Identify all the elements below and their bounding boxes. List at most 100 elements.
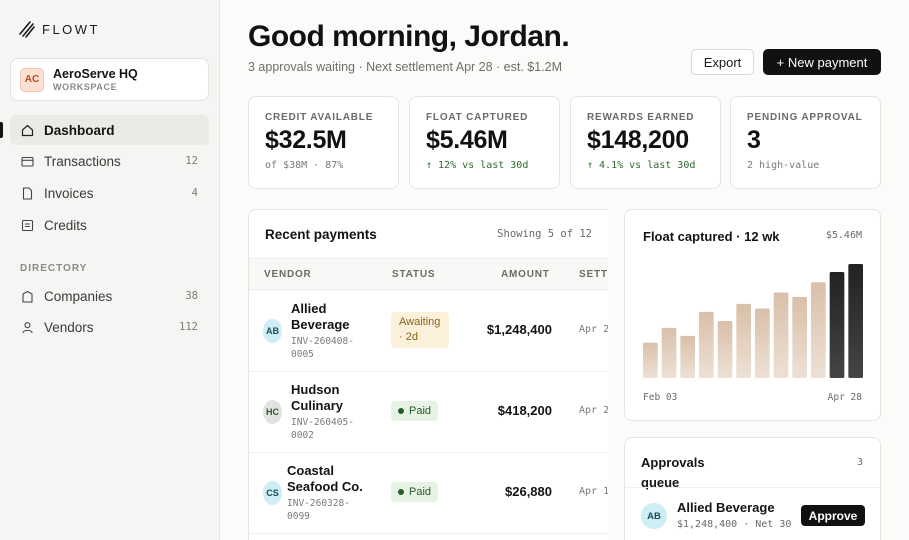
- flowt-logo-icon: [19, 21, 35, 38]
- status-badge: Awaiting · 2d: [391, 312, 449, 348]
- status-badge: Paid: [391, 482, 439, 502]
- table-row[interactable]: CS Coastal Seafood Co. INV-260328-0099 P…: [249, 453, 608, 534]
- vendor-avatar: AB: [263, 319, 282, 343]
- status-badge: Paid: [391, 401, 439, 421]
- file-icon: [20, 186, 34, 200]
- page-subtitle: 3 approvals waiting · Next settlement Ap…: [248, 60, 563, 74]
- payment-amount: $26,880: [505, 484, 552, 499]
- chart-bar: [755, 308, 770, 378]
- approvals-queue-count: 3: [856, 457, 863, 468]
- paid-dot-icon: [398, 489, 404, 495]
- sidebar-item-count: 12: [185, 155, 198, 167]
- sidebar-item-count: 38: [185, 290, 198, 302]
- approval-vendor-name: Allied Beverage: [677, 500, 775, 515]
- settlement-date: Apr 2: [579, 405, 608, 416]
- sidebar-item-invoices[interactable]: Invoices 4: [10, 178, 209, 208]
- sidebar-item-label: Dashboard: [44, 122, 115, 138]
- table-header: VENDOR STATUS AMOUNT SETT: [249, 258, 608, 290]
- float-captured-card: Float captured · 12 wk $5.46M Feb 03 Apr…: [624, 209, 881, 421]
- chart-x-start-label: Feb 03: [643, 392, 678, 403]
- sidebar-item-count: 112: [179, 321, 198, 333]
- chart-bar: [773, 292, 789, 378]
- approval-meta: $1,248,400 · Net 30: [677, 519, 792, 530]
- status-label: Paid: [409, 486, 432, 498]
- vendor-avatar: AB: [641, 503, 667, 529]
- chart-bar: [792, 297, 807, 378]
- stat-value: $148,200: [587, 126, 689, 154]
- column-header-status[interactable]: STATUS: [392, 269, 436, 280]
- workspace-type: WORKSPACE: [53, 81, 118, 92]
- stat-value: $5.46M: [426, 126, 508, 154]
- paid-dot-icon: [398, 408, 404, 414]
- recent-payments-panel: Recent payments Showing 5 of 12 VENDOR S…: [248, 209, 608, 540]
- chart-x-end-label: Apr 28: [827, 392, 862, 403]
- stat-sub: of $38M · 87%: [265, 160, 344, 171]
- page-title: Good morning, Jordan.: [248, 20, 570, 53]
- vendor-name: Allied Beverage: [291, 301, 350, 332]
- invoice-number: INV-260408-0005: [291, 336, 354, 360]
- payment-amount: $1,248,400: [486, 322, 552, 337]
- brand-name: FLOWT: [42, 21, 100, 37]
- float-bar-chart: [643, 264, 863, 378]
- sidebar-item-count: 4: [191, 187, 198, 199]
- sidebar-item-dashboard[interactable]: Dashboard: [10, 115, 209, 145]
- column-header-settlement[interactable]: SETT: [579, 269, 608, 280]
- stat-value: 3: [747, 126, 761, 154]
- chart-bar: [699, 311, 714, 378]
- stat-label: PENDING APPROVAL: [747, 112, 863, 123]
- payments-showing-count: Showing 5 of 12: [497, 228, 592, 240]
- stat-label: FLOAT CAPTURED: [426, 112, 529, 123]
- active-indicator: [0, 122, 3, 138]
- invoice-number: INV-260405-0002: [291, 417, 354, 441]
- receipt-icon: [20, 218, 34, 232]
- sidebar-item-companies[interactable]: Companies 38: [10, 281, 209, 311]
- approve-button[interactable]: Approve: [801, 505, 865, 526]
- status-label: Paid: [409, 405, 432, 417]
- stat-card-float-captured: FLOAT CAPTURED $5.46M ↑ 12% vs last 30d: [409, 96, 560, 189]
- chart-bar: [680, 335, 695, 378]
- approval-item[interactable]: AB Allied Beverage $1,248,400 · Net 30 A…: [625, 487, 882, 540]
- chart-bar: [829, 271, 845, 378]
- sidebar-item-credits[interactable]: Credits: [10, 210, 209, 240]
- new-payment-button[interactable]: + New payment: [763, 49, 881, 75]
- table-row[interactable]: HC Hudson Culinary INV-260405-0002 Paid …: [249, 372, 608, 453]
- vendor-avatar: CS: [263, 481, 282, 505]
- export-button[interactable]: Export: [691, 49, 754, 75]
- stat-value: $32.5M: [265, 126, 347, 154]
- workspace-name: AeroServe HQ: [53, 66, 138, 81]
- vendor-avatar: HC: [263, 400, 282, 424]
- brand-logo[interactable]: FLOWT: [18, 19, 100, 39]
- invoice-number: INV-260328-0099: [287, 498, 350, 522]
- sidebar: FLOWT AC AeroServe HQ WORKSPACE Dashboar…: [0, 0, 220, 540]
- recent-payments-title: Recent payments: [265, 227, 377, 242]
- approvals-queue-title: Approvals queue: [641, 455, 705, 490]
- sidebar-item-label: Vendors: [44, 319, 94, 335]
- sidebar-item-label: Transactions: [44, 153, 121, 169]
- workspace-switcher[interactable]: AC AeroServe HQ WORKSPACE: [10, 58, 209, 101]
- settlement-date: Apr 2: [579, 324, 608, 335]
- sidebar-item-transactions[interactable]: Transactions 12: [10, 146, 209, 176]
- home-icon: [20, 123, 34, 137]
- stat-sub: 2 high-value: [747, 160, 820, 171]
- chart-bar: [717, 321, 733, 378]
- building-icon: [20, 289, 34, 303]
- payment-amount: $418,200: [497, 403, 552, 418]
- card-icon: [20, 154, 34, 168]
- column-header-amount[interactable]: AMOUNT: [501, 269, 550, 280]
- stat-sub: ↑ 12% vs last 30d: [426, 160, 529, 171]
- approvals-queue-card: Approvals queue 3 AB Allied Beverage $1,…: [624, 437, 882, 540]
- float-chart-title: Float captured · 12 wk: [643, 229, 780, 244]
- stat-card-rewards-earned: REWARDS EARNED $148,200 ↑ 4.1% vs last 3…: [570, 96, 721, 189]
- vendor-name: Hudson Culinary: [291, 382, 344, 413]
- chart-bar: [736, 303, 751, 378]
- stat-label: CREDIT AVAILABLE: [265, 112, 374, 123]
- chart-bar: [661, 327, 677, 378]
- column-header-vendor[interactable]: VENDOR: [264, 269, 312, 280]
- table-row[interactable]: AB Allied Beverage INV-260408-0005 Await…: [249, 291, 608, 372]
- vendor-name: Coastal Seafood Co.: [287, 463, 363, 494]
- settlement-date: Apr 1: [579, 486, 608, 497]
- sidebar-item-vendors[interactable]: Vendors 112: [10, 312, 209, 342]
- sidebar-item-label: Invoices: [44, 185, 94, 201]
- sidebar-item-label: Companies: [44, 288, 113, 304]
- person-icon: [20, 320, 34, 334]
